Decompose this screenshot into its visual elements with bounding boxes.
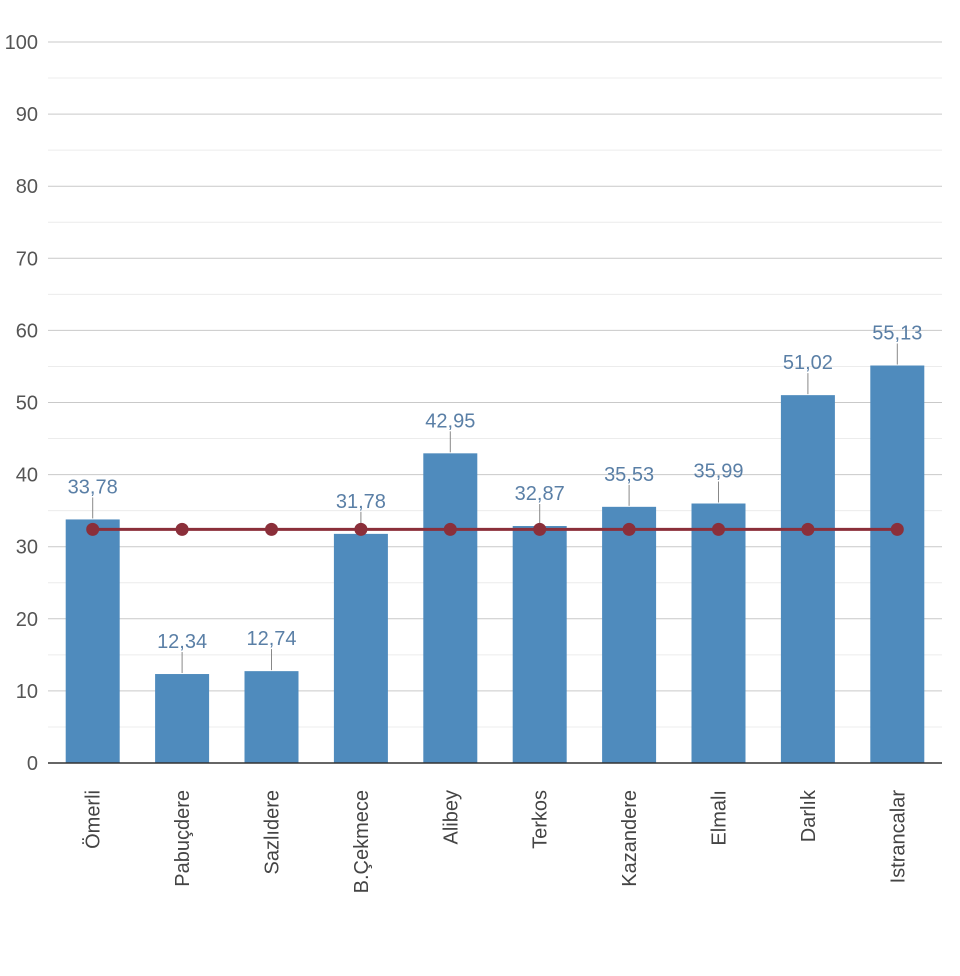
x-category-label: Istrancalar xyxy=(887,790,909,884)
data-label: 51,02 xyxy=(783,352,833,374)
y-tick-label: 70 xyxy=(16,248,38,270)
y-tick-label: 100 xyxy=(5,32,38,54)
data-label: 35,53 xyxy=(604,464,654,486)
line-point xyxy=(533,522,547,536)
data-label: 42,95 xyxy=(425,410,475,432)
y-tick-label: 10 xyxy=(16,681,38,703)
bar xyxy=(602,506,657,763)
line-point xyxy=(890,522,904,536)
x-category-label: Sazlıdere xyxy=(262,790,284,875)
line-series xyxy=(86,522,904,536)
y-tick-label: 50 xyxy=(16,393,38,415)
x-category-label: Kazandere xyxy=(619,790,641,887)
data-label: 32,87 xyxy=(515,483,565,505)
data-label: 12,74 xyxy=(246,628,296,650)
y-tick-label: 80 xyxy=(16,176,38,198)
data-label: 31,78 xyxy=(336,491,386,513)
y-tick-label: 90 xyxy=(16,104,38,126)
x-category-label: Elmalı xyxy=(709,790,731,846)
bar-series xyxy=(65,365,925,763)
bar xyxy=(65,519,120,763)
y-tick-label: 30 xyxy=(16,537,38,559)
bar xyxy=(155,674,210,763)
x-category-label: Pabuçdere xyxy=(172,790,194,887)
label-leader-lines xyxy=(92,343,898,674)
x-category-label: Terkos xyxy=(530,790,552,849)
bar xyxy=(780,395,835,763)
data-label: 35,99 xyxy=(693,461,743,483)
y-tick-label: 40 xyxy=(16,465,38,487)
y-tick-label: 0 xyxy=(27,753,38,775)
y-axis: 0 10 20 30 40 50 60 70 80 90 100 xyxy=(5,32,38,775)
x-category-label: Alibey xyxy=(440,790,462,844)
data-labels: 33,78 12,34 12,74 31,78 42,95 32,87 35,53 35,99… xyxy=(68,323,923,654)
data-label: 55,13 xyxy=(872,323,922,345)
data-label: 33,78 xyxy=(68,476,118,498)
line-point xyxy=(265,522,278,536)
y-tick-label: 20 xyxy=(16,609,38,631)
x-category-label: Ömerli xyxy=(83,790,105,849)
data-label: 12,34 xyxy=(157,631,207,653)
bar xyxy=(423,453,478,763)
line-point xyxy=(354,522,368,536)
line-point xyxy=(622,522,636,536)
x-category-label: B.Çekmece xyxy=(351,790,373,893)
x-category-label: Darlık xyxy=(798,789,820,842)
line-point xyxy=(86,522,100,536)
line-point xyxy=(712,522,725,536)
x-axis: Ömerli Pabuçdere Sazlıdere B.Çekmece Alibey T… xyxy=(83,789,910,893)
line-point xyxy=(175,522,189,536)
y-tick-label: 60 xyxy=(16,320,38,342)
line-point xyxy=(443,522,457,536)
bar xyxy=(512,526,567,763)
bar xyxy=(870,365,925,763)
bar xyxy=(691,503,746,763)
bar xyxy=(333,533,388,763)
bar xyxy=(244,671,299,763)
line-point xyxy=(801,522,815,536)
